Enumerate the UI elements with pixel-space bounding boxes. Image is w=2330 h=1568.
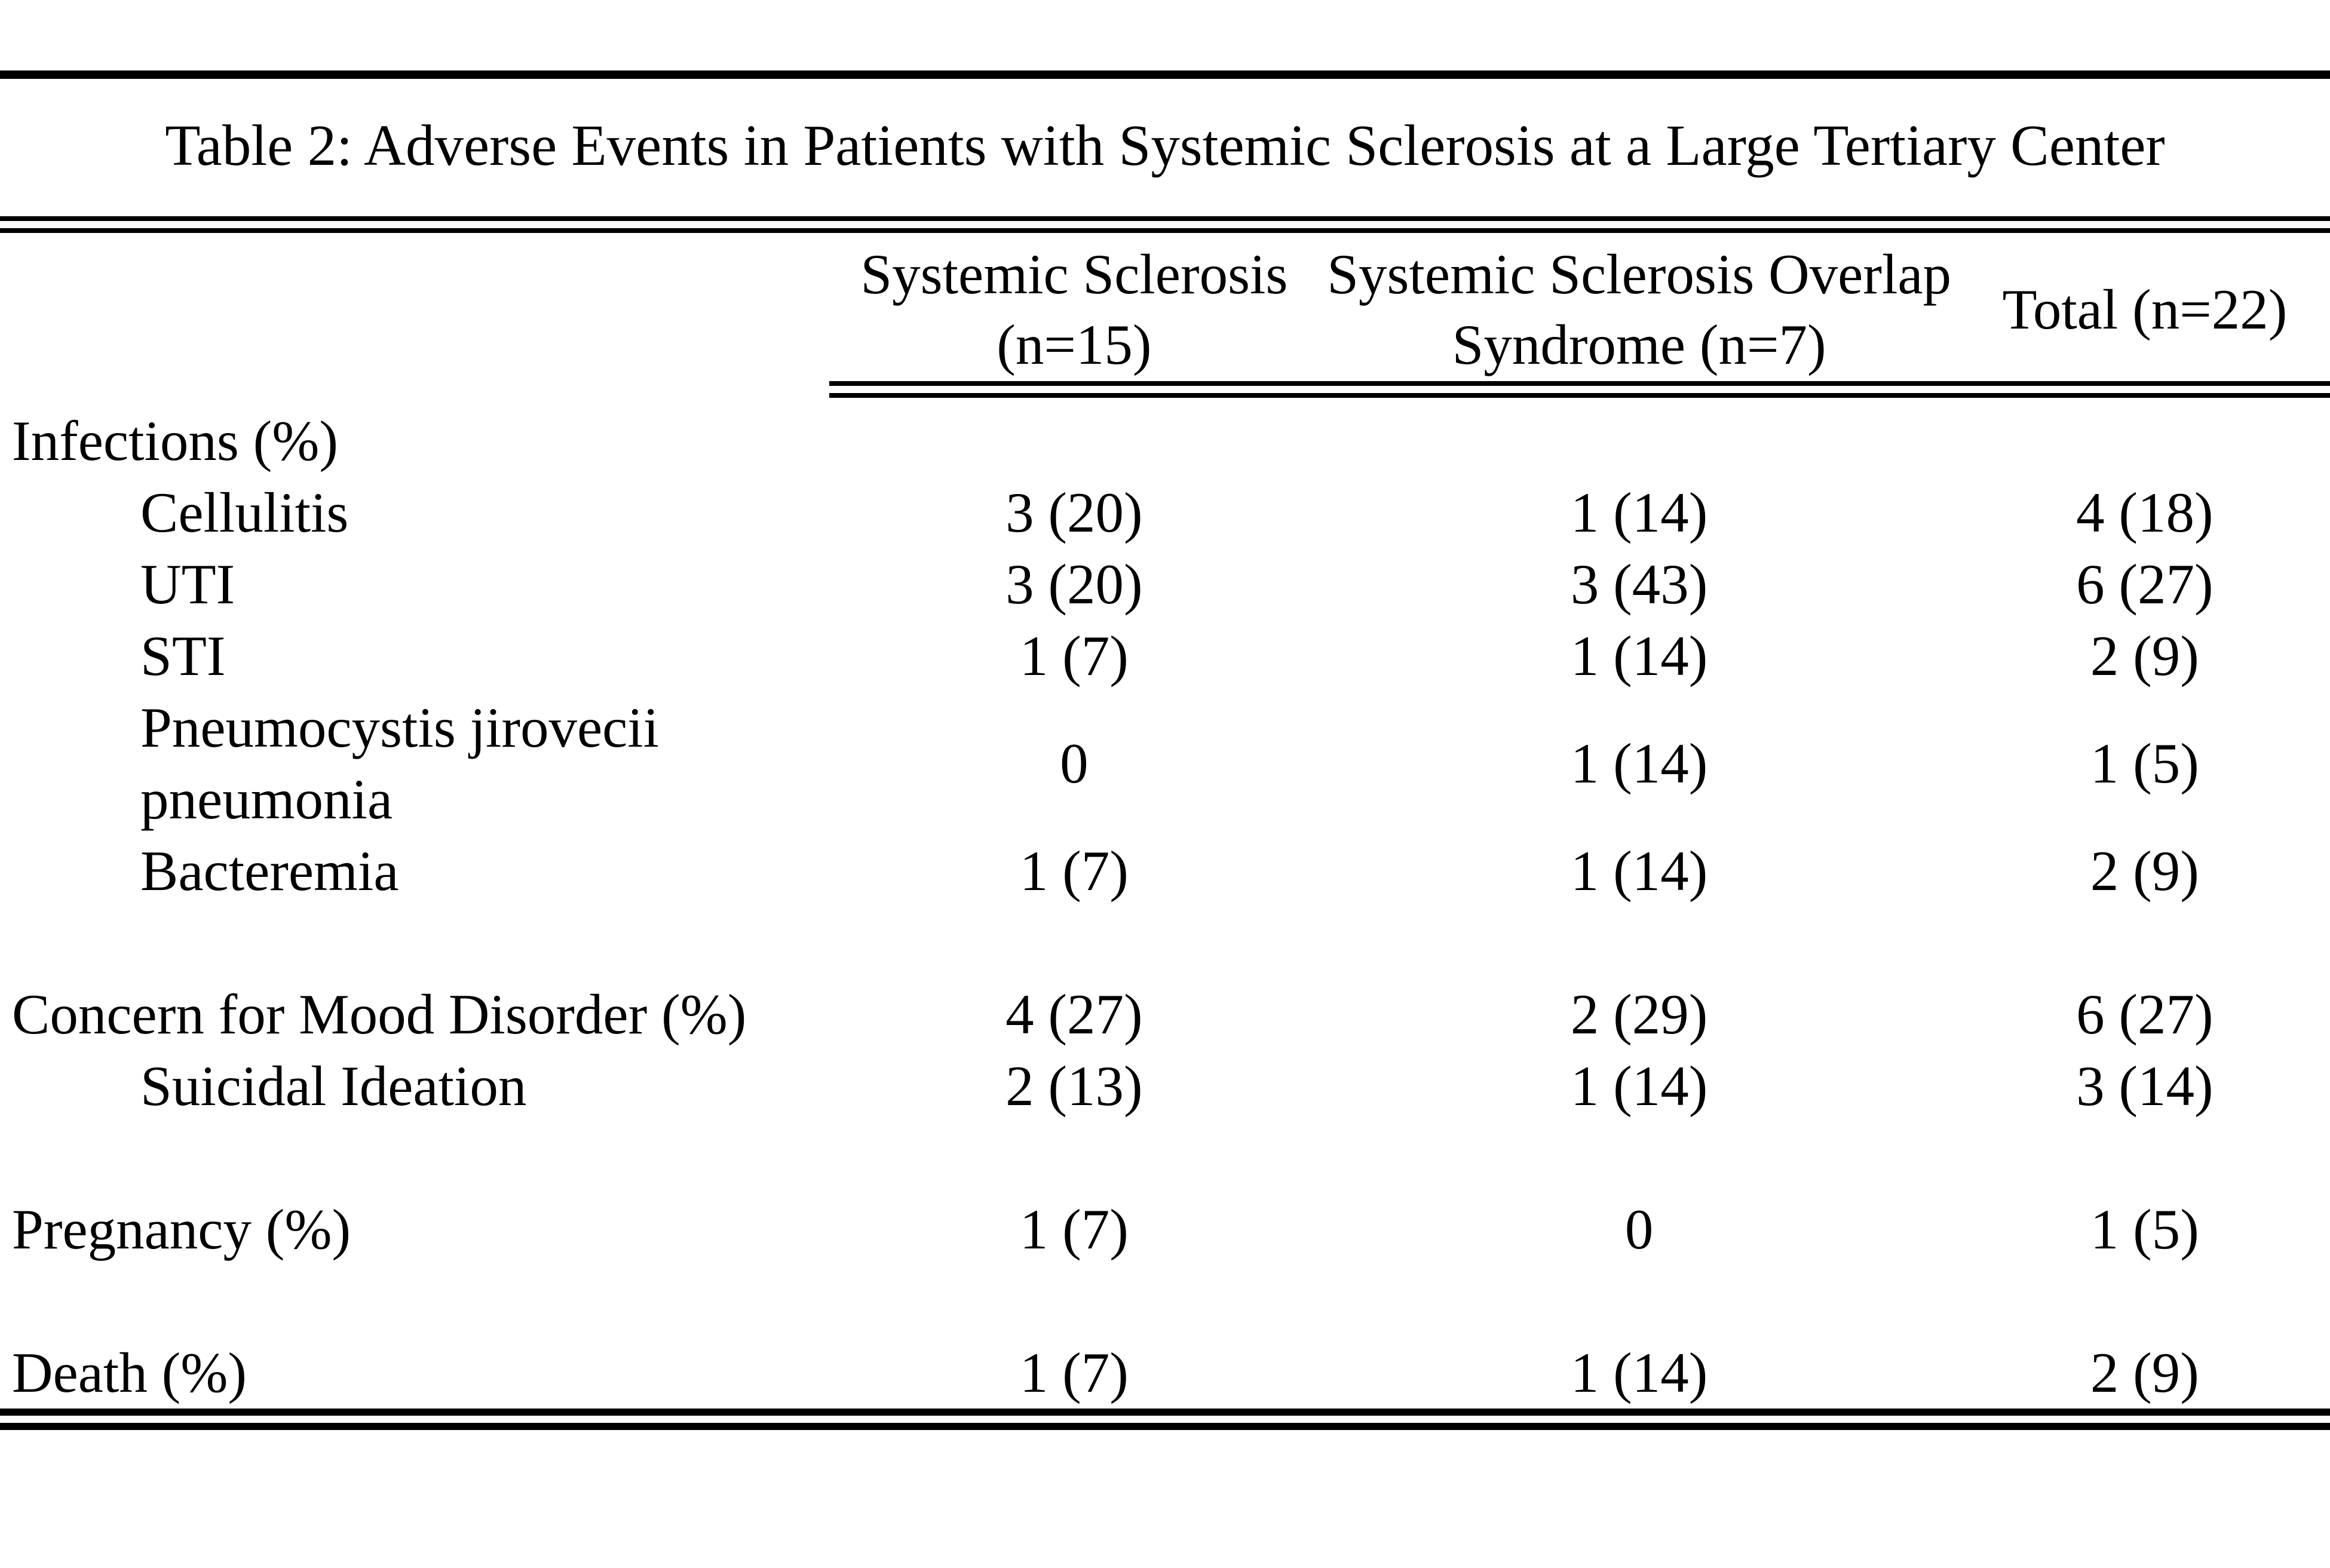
adverse-events-table: Systemic Sclerosis (n=15) Systemic Scler…: [0, 238, 2330, 1409]
row-label: Bacteremia: [140, 839, 399, 903]
top-rule: [0, 70, 2330, 79]
header-line2: (n=15): [997, 313, 1152, 376]
cell-value: 1 (14): [1570, 1341, 1708, 1404]
cell-value: 4 (27): [1005, 983, 1143, 1046]
header-line1: Systemic Sclerosis Overlap: [1327, 243, 1952, 306]
cell-value: [829, 405, 1319, 477]
bottom-rule: [0, 1409, 2330, 1430]
cell-value: 1 (14): [1570, 481, 1708, 544]
spacer-row: [0, 1122, 2330, 1193]
spacer-cell: [0, 1265, 2330, 1337]
table-row: UTI 3 (20) 3 (43) 6 (27): [0, 548, 2330, 620]
row-label: Pneumocystis jirovecii pneumonia: [140, 696, 660, 831]
cell-value: 3 (14): [2076, 1054, 2214, 1118]
header-divider-rule: [829, 381, 2330, 398]
row-label: UTI: [140, 553, 235, 616]
cell-value: 6 (27): [2076, 553, 2214, 616]
header-line2: Syndrome (n=7): [1452, 313, 1826, 376]
cell-value: [1319, 405, 1960, 477]
spacer-cell: [0, 1122, 2330, 1193]
row-label: STI: [140, 624, 226, 688]
header-line1: Total (n=22): [2002, 278, 2288, 341]
header-line1: Systemic Sclerosis: [860, 243, 1288, 306]
cell-value: 1 (14): [1570, 839, 1708, 903]
table-row: Death (%) 1 (7) 1 (14) 2 (9): [0, 1337, 2330, 1409]
header-col-overlap-syndrome: Systemic Sclerosis Overlap Syndrome (n=7…: [1319, 238, 1960, 381]
table-row: Suicidal Ideation 2 (13) 1 (14) 3 (14): [0, 1050, 2330, 1122]
cell-value: 1 (7): [1019, 1341, 1129, 1404]
header-empty-cell: [0, 238, 829, 381]
cell-value: 1 (14): [1570, 1054, 1708, 1118]
cell-value: 4 (18): [2076, 481, 2214, 544]
table-body: Infections (%) Cellulitis 3 (20) 1 (14) 4 (1…: [0, 405, 2330, 1409]
table-row: Concern for Mood Disorder (%) 4 (27) 2 (29…: [0, 978, 2330, 1050]
cell-value: 2 (29): [1570, 983, 1708, 1046]
cell-value: 1 (5): [2090, 732, 2199, 795]
cell-value: 2 (13): [1005, 1054, 1143, 1118]
row-label: Death (%): [12, 1341, 247, 1404]
cell-value: 1 (7): [1019, 1198, 1129, 1261]
table-title: Table 2: Adverse Events in Patients with…: [165, 113, 2165, 177]
row-label: Cellulitis: [140, 481, 349, 544]
cell-value: 0: [1060, 732, 1089, 795]
row-label: Concern for Mood Disorder (%): [12, 983, 747, 1046]
cell-value: 1 (14): [1570, 732, 1708, 795]
header-col-total: Total (n=22): [1960, 238, 2330, 381]
table-row: Infections (%): [0, 405, 2330, 477]
cell-value: [1960, 405, 2330, 477]
header-underline-row: [0, 381, 2330, 405]
cell-value: 1 (5): [2090, 1198, 2199, 1261]
table-row: STI 1 (7) 1 (14) 2 (9): [0, 620, 2330, 692]
header-col-systemic-sclerosis: Systemic Sclerosis (n=15): [829, 238, 1319, 381]
cell-value: 6 (27): [2076, 983, 2214, 1046]
paper-table-page: Table 2: Adverse Events in Patients with…: [0, 70, 2330, 1568]
cell-value: 3 (20): [1005, 481, 1143, 544]
header-underline-cell: [829, 381, 2330, 405]
cell-value: 2 (9): [2090, 1341, 2199, 1404]
header-underline-empty: [0, 381, 829, 405]
cell-value: 1 (14): [1570, 624, 1708, 688]
spacer-row: [0, 907, 2330, 978]
title-divider-rule: [0, 216, 2330, 233]
cell-value: 3 (43): [1570, 553, 1708, 616]
spacer-row: [0, 1265, 2330, 1337]
table-row: Cellulitis 3 (20) 1 (14) 4 (18): [0, 477, 2330, 548]
cell-value: 3 (20): [1005, 553, 1143, 616]
cell-value: 1 (7): [1019, 624, 1129, 688]
table-row: Pregnancy (%) 1 (7) 0 1 (5): [0, 1193, 2330, 1265]
table-row: Pneumocystis jirovecii pneumonia 0 1 (14) 1…: [0, 692, 2330, 835]
cell-value: 1 (7): [1019, 839, 1129, 903]
header-row: Systemic Sclerosis (n=15) Systemic Scler…: [0, 238, 2330, 381]
cell-value: 2 (9): [2090, 839, 2199, 903]
row-label: Infections (%): [12, 409, 339, 472]
cell-value: 0: [1624, 1198, 1654, 1261]
spacer-cell: [0, 907, 2330, 978]
row-label: Suicidal Ideation: [140, 1054, 527, 1118]
table-row: Bacteremia 1 (7) 1 (14) 2 (9): [0, 835, 2330, 907]
row-label: Pregnancy (%): [12, 1198, 351, 1261]
cell-value: 2 (9): [2090, 624, 2199, 688]
